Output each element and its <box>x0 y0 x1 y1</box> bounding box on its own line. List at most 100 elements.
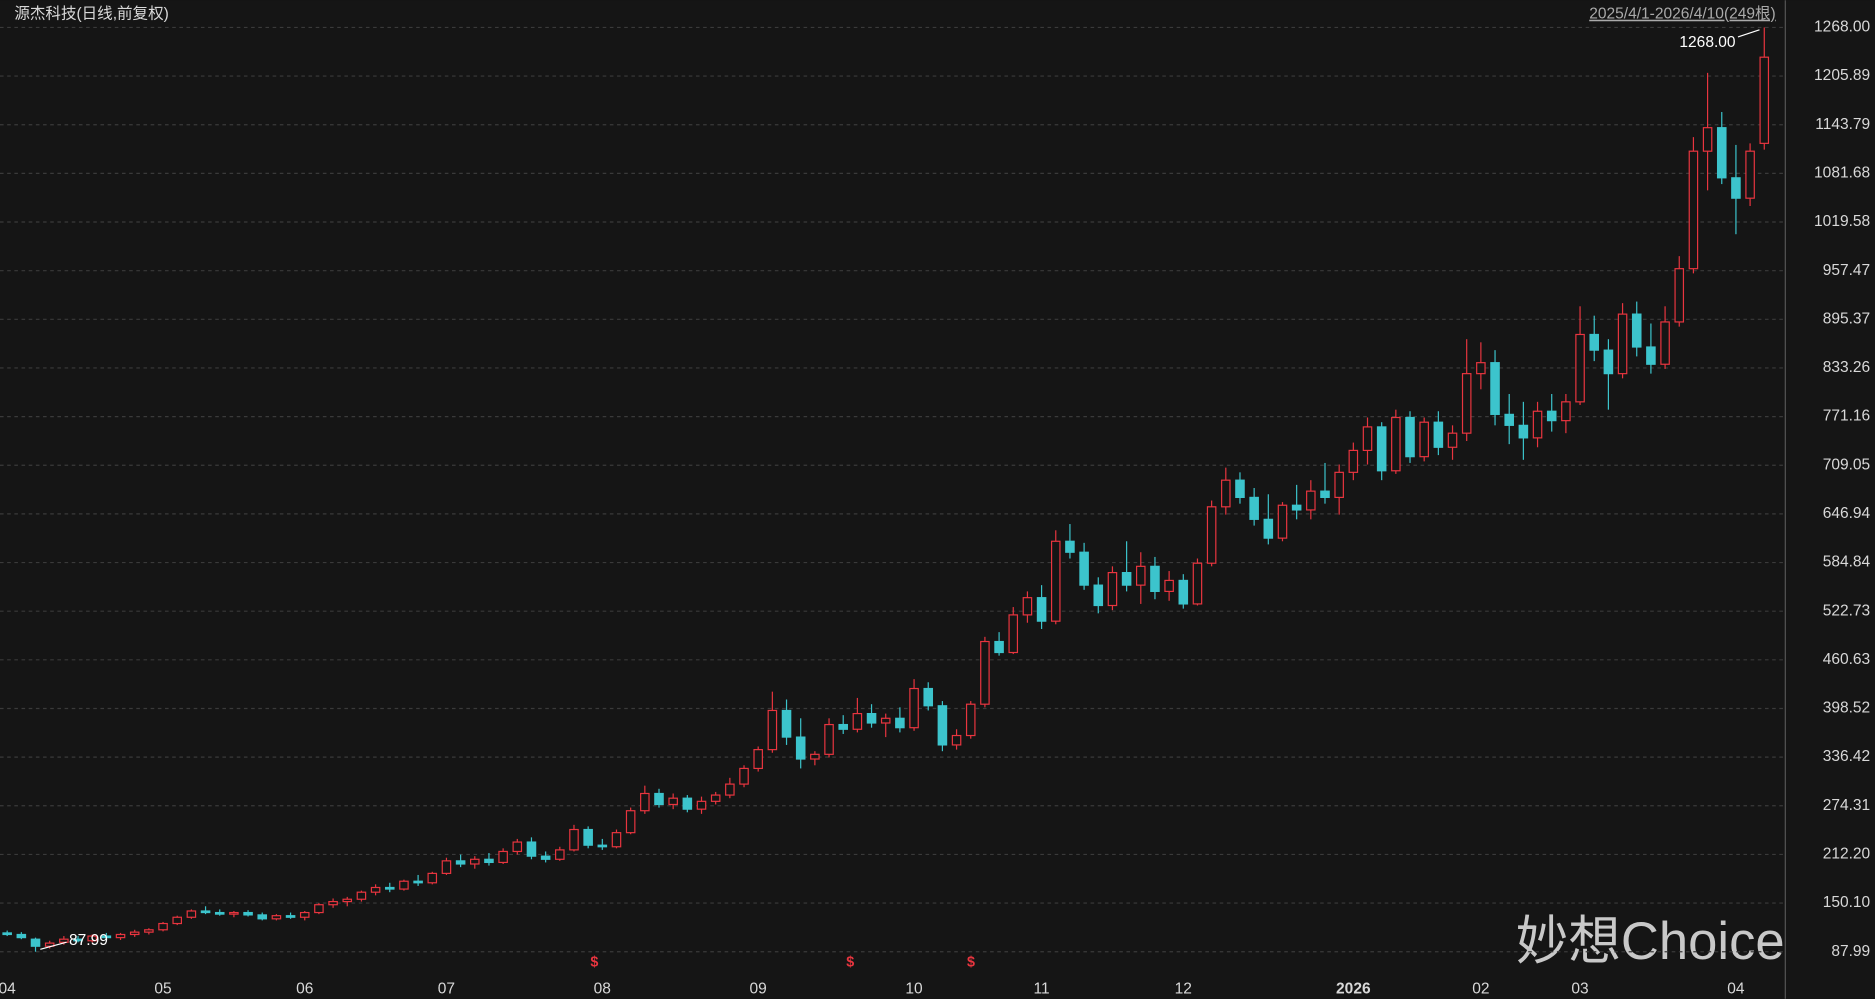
candle-body <box>1731 177 1741 199</box>
candle-body <box>1050 540 1061 622</box>
candle-body <box>342 898 353 903</box>
candle-body <box>1334 471 1344 499</box>
x-tick-label: 07 <box>438 980 455 997</box>
candle-body <box>1291 504 1302 511</box>
event-marker[interactable]: $ <box>590 955 598 971</box>
candle-body <box>115 933 126 939</box>
y-tick-label: 87.99 <box>1831 943 1870 960</box>
annotation-arrow <box>40 941 67 950</box>
candle-body <box>2 932 12 936</box>
candle-body <box>1306 490 1316 511</box>
candle-body <box>1603 349 1614 375</box>
candle-body <box>640 792 650 812</box>
x-tick-label: 04 <box>0 980 16 997</box>
candle-body <box>994 640 1004 654</box>
candle-body <box>597 844 608 848</box>
candle-body <box>880 717 891 724</box>
x-tick-label: 06 <box>296 980 313 997</box>
candle-body <box>1206 506 1217 564</box>
candle-body <box>1518 424 1529 439</box>
chart-title: 源杰科技(日线,前复权) <box>14 5 168 23</box>
annotation-label: 87.99 <box>69 932 108 949</box>
candle-body <box>30 938 41 947</box>
candle-body <box>1447 432 1458 448</box>
candle-body <box>866 712 877 724</box>
candle-body <box>753 749 763 770</box>
candle-body <box>512 841 523 853</box>
candle-body <box>526 841 537 857</box>
candle-body <box>923 687 934 707</box>
candle-body <box>682 797 693 810</box>
candle-body <box>1702 127 1713 152</box>
candle-body <box>852 712 863 730</box>
candle-body <box>1348 449 1359 473</box>
candle-body <box>186 910 197 918</box>
candle-body <box>1249 496 1259 520</box>
candle-body <box>129 931 140 936</box>
date-range[interactable]: 2025/4/1-2026/4/10(249根) <box>1589 5 1776 23</box>
y-tick-label: 1205.89 <box>1814 67 1870 84</box>
candle-body <box>1178 579 1189 605</box>
candle-body <box>625 810 636 834</box>
candle-body <box>299 911 310 918</box>
y-tick-label: 646.94 <box>1823 505 1871 522</box>
candle-body <box>1391 416 1401 472</box>
x-tick-label: 12 <box>1175 980 1192 997</box>
candle-body <box>1759 56 1770 144</box>
candle-body <box>795 736 806 760</box>
candle-body <box>583 828 593 846</box>
x-tick-label: 03 <box>1571 980 1588 997</box>
y-tick-label: 398.52 <box>1823 700 1871 717</box>
candle-body <box>470 858 480 865</box>
annotation-arrow <box>1737 29 1760 38</box>
event-marker[interactable]: $ <box>967 955 975 971</box>
candle-body <box>909 687 919 729</box>
candle-body <box>1546 410 1557 422</box>
candle-body <box>144 929 154 933</box>
candle-body <box>1320 490 1330 499</box>
candle-body <box>654 792 664 806</box>
x-tick-label: 05 <box>154 980 171 997</box>
candle-body <box>668 797 678 806</box>
candle-body <box>824 723 834 755</box>
candle-body <box>1065 540 1075 553</box>
candle-body <box>980 640 990 705</box>
candle-body <box>1192 562 1203 605</box>
candle-body <box>1376 426 1387 472</box>
candle-body <box>158 922 168 931</box>
y-tick-label: 771.16 <box>1823 408 1871 425</box>
candle-body <box>314 904 324 914</box>
candle-body <box>937 705 948 746</box>
candle-body <box>838 723 848 730</box>
y-tick-label: 709.05 <box>1823 456 1871 473</box>
candle-body <box>484 858 494 864</box>
x-tick-label: 02 <box>1472 980 1489 997</box>
candle-body <box>725 783 735 796</box>
y-tick-label: 1019.58 <box>1814 213 1870 230</box>
candle-body <box>540 855 551 860</box>
candle-body <box>16 933 27 939</box>
candle-body <box>399 880 409 890</box>
candle-body <box>1646 346 1656 365</box>
candle-body <box>1235 479 1245 499</box>
event-marker[interactable]: $ <box>846 955 854 971</box>
candle-body <box>1107 572 1118 607</box>
candle-body <box>1362 426 1373 452</box>
candle-body <box>427 872 438 884</box>
annotation-label: 1268.00 <box>1679 34 1736 51</box>
candle-body <box>101 935 112 939</box>
y-tick-label: 895.37 <box>1823 310 1871 327</box>
y-tick-label: 584.84 <box>1823 554 1871 571</box>
x-tick-label: 10 <box>905 980 923 997</box>
candle-body <box>1660 321 1670 365</box>
candle-body <box>73 938 83 942</box>
candle-body <box>200 910 211 914</box>
y-tick-label: 460.63 <box>1823 651 1871 668</box>
candle-body <box>965 703 976 737</box>
candle-body <box>1008 614 1019 654</box>
y-tick-label: 336.42 <box>1823 748 1871 765</box>
candle-body <box>455 860 466 865</box>
candle-body <box>1433 421 1444 448</box>
candle-body <box>1022 597 1033 616</box>
